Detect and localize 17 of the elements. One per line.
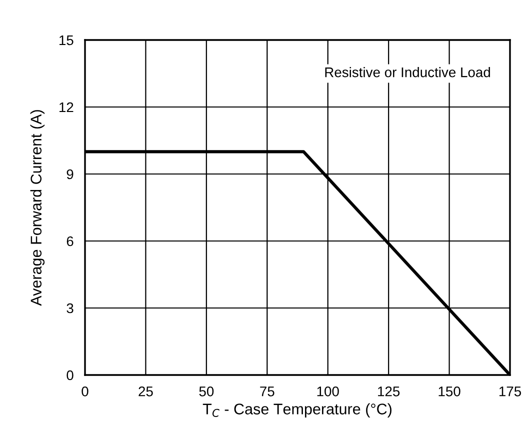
annotation: Resistive or Inductive Load (325, 67, 490, 78)
x-tick-label: 175 (499, 386, 522, 396)
y-tick-label: 9 (66, 169, 74, 180)
x-tick-label: 50 (199, 386, 214, 396)
y-tick-label: 3 (66, 303, 74, 314)
x-tick-label: 25 (138, 386, 153, 396)
y-tick-label: 0 (66, 370, 74, 380)
y-tick-label: 12 (60, 102, 74, 112)
x-tick-label: 125 (378, 386, 400, 396)
y-tick-label: 15 (60, 35, 74, 46)
x-axis-title: T$_{C}$ - Case Temperature (°C) (202, 403, 392, 418)
x-tick-label: 75 (260, 386, 274, 396)
y-axis-title: Average Forward Current (A) (30, 110, 45, 306)
x-tick-label: 150 (438, 386, 460, 396)
y-tick-label: 6 (66, 236, 74, 246)
x-tick-label: 0 (82, 386, 88, 396)
x-tick-label: 100 (317, 386, 339, 396)
